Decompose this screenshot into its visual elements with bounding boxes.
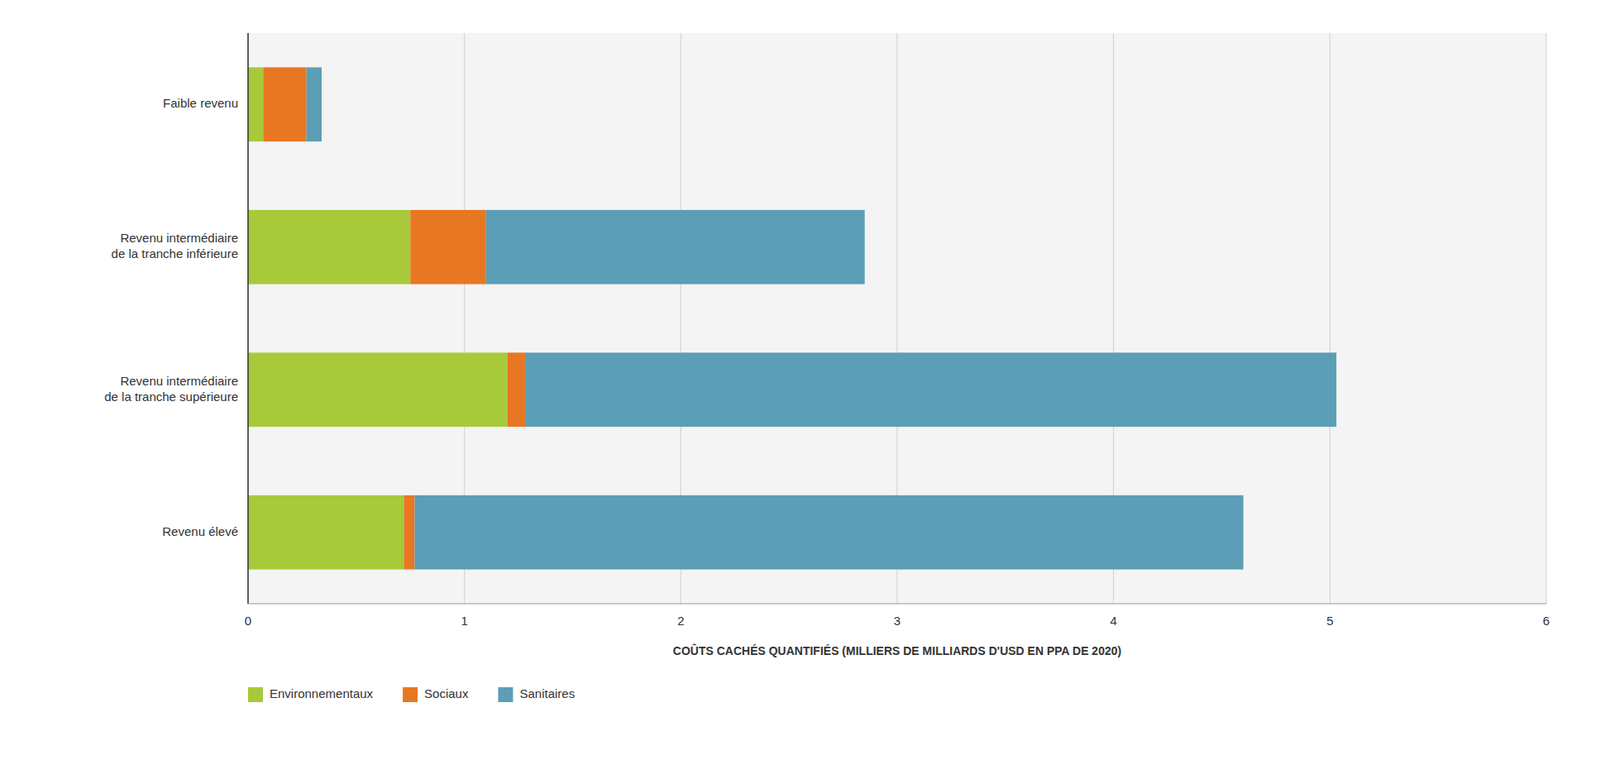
y-tick-label: Revenu intermédiairede la tranche supéri… (104, 373, 239, 404)
legend: Environnementaux Sociaux Sanitaires (248, 686, 575, 703)
legend-swatch (248, 687, 263, 703)
x-grid (248, 33, 1547, 604)
y-tick-labels: Faible revenuRevenu intermédiairede la t… (104, 95, 239, 539)
x-tick-label: 4 (1109, 613, 1117, 628)
x-tick-label: 2 (677, 613, 684, 628)
y-tick-label: Revenu élevé (162, 524, 239, 539)
bar-segment (306, 66, 322, 142)
grid-line (248, 33, 249, 604)
x-axis-label: COÛTS CACHÉS QUANTIFIÉS (MILLIERS DE MIL… (673, 643, 1122, 658)
label-line: Revenu élevé (162, 524, 239, 539)
x-tick-label: 5 (1326, 613, 1333, 628)
y-tick-label: Faible revenu (162, 95, 239, 110)
legend-label: Sanitaires (519, 686, 575, 701)
legend-item: Sociaux (402, 686, 469, 703)
bar-segment (248, 495, 404, 570)
chart-container: 0 1 2 3 4 5 6 Faible revenu Revenu intermédiaire… (0, 0, 1600, 760)
x-tick-label: 6 (1542, 613, 1550, 628)
bars (248, 66, 1337, 569)
bar-segment (486, 210, 865, 285)
bar-segment (262, 66, 306, 142)
bar-segment (248, 66, 263, 142)
legend-label: Sociaux (424, 686, 469, 701)
legend-item: Environnementaux (248, 686, 374, 703)
bar-segment (525, 352, 1337, 427)
bar-segment (248, 210, 411, 285)
bar-segment (414, 495, 1243, 570)
plot-background (248, 33, 1547, 604)
legend-label: Environnementaux (269, 686, 374, 701)
label-line: de la tranche supérieure (104, 389, 239, 404)
legend-item: Sanitaires (497, 686, 575, 703)
label-line: Faible revenu (162, 95, 239, 110)
bar-segment (410, 210, 487, 285)
y-tick-label: Revenu intermédiairede la tranche inféri… (111, 230, 239, 261)
label-line: de la tranche inférieure (111, 246, 239, 261)
x-tick-label: 0 (244, 613, 252, 628)
chart-svg: 0 1 2 3 4 5 6 Faible revenu Revenu intermédiaire… (0, 0, 1600, 760)
label-line: Revenu intermédiaire (119, 373, 239, 388)
grid-line (1546, 33, 1548, 604)
x-axis-line (248, 603, 1547, 605)
x-ticks: 0 1 2 3 4 5 6 (244, 613, 1550, 628)
bar-segment (403, 495, 415, 570)
x-tick-label: 3 (893, 613, 901, 628)
x-tick-label: 1 (460, 613, 468, 628)
legend-swatch (402, 687, 418, 703)
grid-line (1329, 33, 1331, 604)
bar-segment (507, 352, 526, 427)
legend-swatch (497, 687, 513, 703)
label-line: Revenu intermédiaire (119, 230, 239, 245)
bar-segment (248, 352, 508, 427)
y-axis-line (247, 33, 249, 604)
